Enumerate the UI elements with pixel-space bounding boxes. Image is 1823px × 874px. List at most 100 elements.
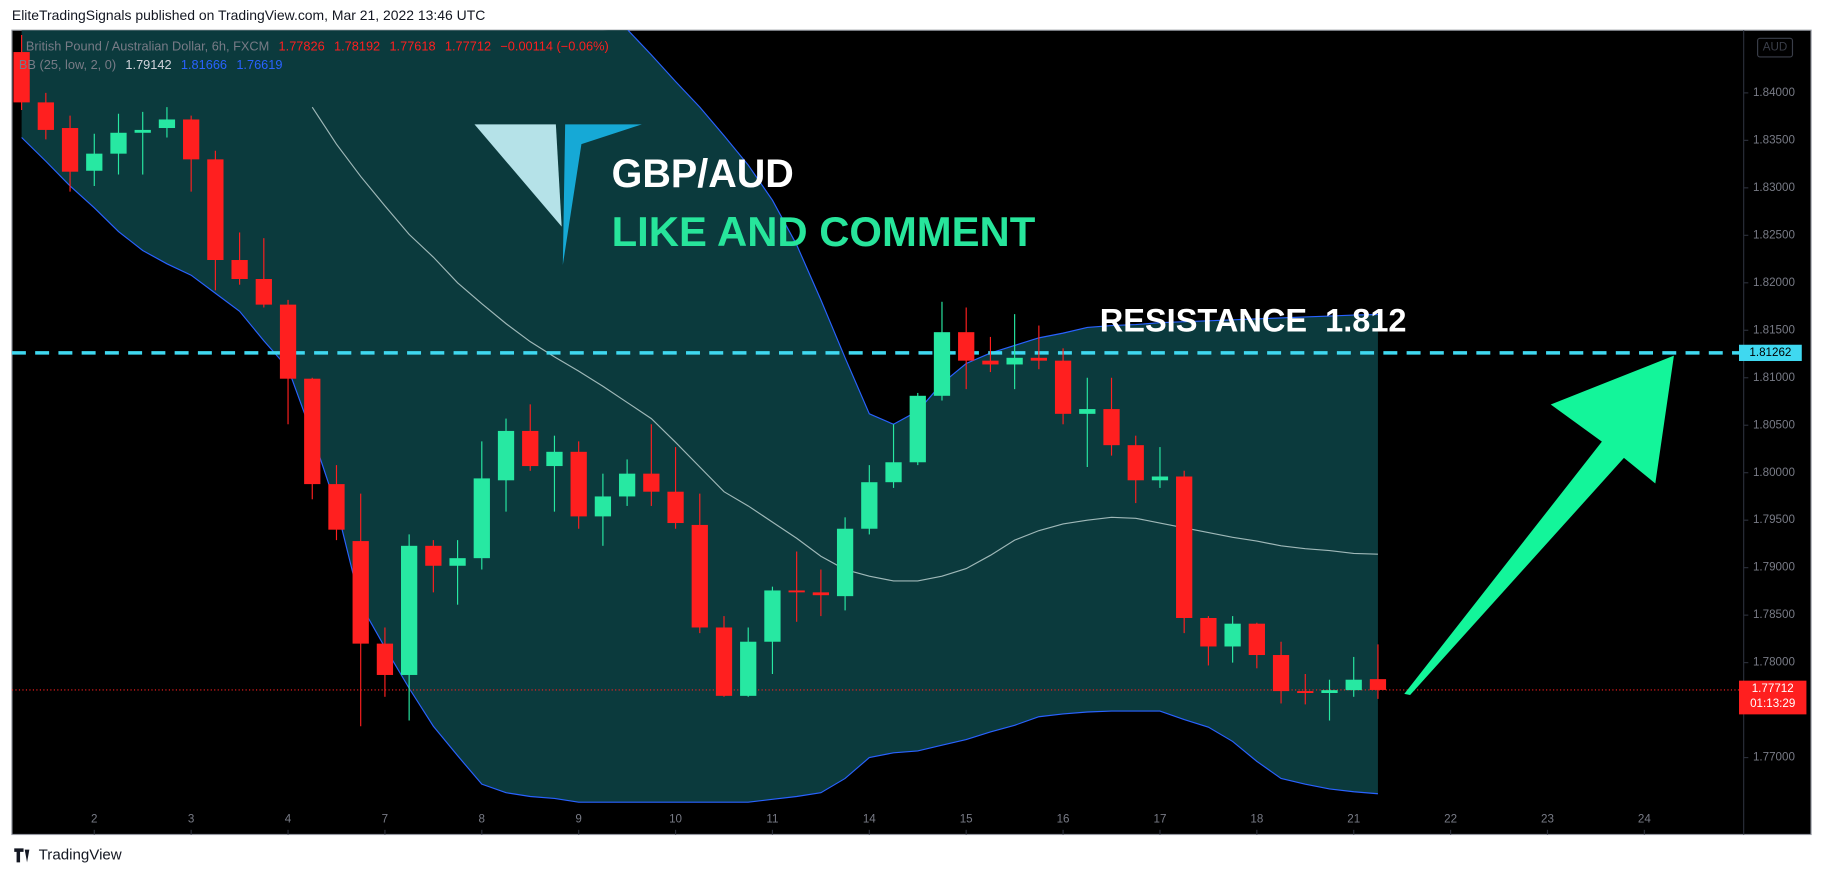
candle-body	[207, 159, 224, 261]
candle-body	[909, 395, 926, 463]
change: −0.00114 (−0.06%)	[500, 39, 608, 54]
resistance-axis-label: 1.81262	[1749, 346, 1791, 359]
legend-line: British Pound / Australian Dollar, 6h, F…	[26, 39, 609, 54]
candle-body	[1272, 655, 1290, 692]
x-tick-label: 14	[863, 812, 876, 825]
candle-body	[473, 478, 490, 559]
candle-body	[1248, 623, 1265, 656]
candle-body	[812, 592, 830, 596]
candle-body	[933, 332, 951, 396]
candle-body	[231, 260, 248, 279]
currency-box	[1757, 37, 1794, 58]
candle-body	[401, 545, 418, 675]
candle-body	[425, 545, 442, 566]
y-tick-label: 1.78500	[1753, 608, 1795, 621]
annotation-cta: LIKE AND COMMENT	[612, 208, 1036, 255]
candle-body	[594, 496, 612, 517]
candle-body	[1079, 409, 1096, 414]
candle-body	[522, 430, 539, 467]
band-fill	[21, 30, 1378, 803]
x-tick-label: 24	[1638, 812, 1651, 825]
x-tick-label: 2	[91, 812, 97, 825]
candle-body	[1321, 690, 1338, 694]
x-tick-label: 11	[766, 812, 778, 825]
plot-area	[11, 30, 1744, 803]
indicator: BB (25, low, 2, 0)	[19, 58, 116, 73]
resistance-annotation: RESISTANCE 1.812	[1100, 303, 1407, 339]
candle-body	[497, 430, 515, 481]
y-tick-label: 1.77000	[1753, 751, 1795, 764]
y-tick-label: 1.83000	[1753, 181, 1795, 194]
candle-body	[546, 451, 563, 467]
candle-body	[449, 558, 466, 566]
candle-body	[861, 482, 878, 529]
last-price-box	[1739, 680, 1807, 715]
candle-body	[570, 451, 587, 517]
currency: AUD	[1763, 41, 1788, 54]
x-tick-label: 15	[960, 812, 973, 825]
candle-body	[376, 643, 394, 675]
band-lower	[21, 137, 1378, 803]
annotation-title: GBP/AUD	[612, 152, 794, 196]
countdown: 01:13:29	[1750, 697, 1795, 710]
candle-body	[1176, 476, 1193, 618]
band-upper	[627, 30, 1378, 425]
candle-body	[715, 627, 733, 696]
y-tick-label: 1.78000	[1753, 656, 1795, 669]
candle-body	[328, 484, 345, 530]
lower-value: 1.76619	[236, 58, 282, 73]
y-tick-label: 1.81500	[1753, 323, 1795, 336]
candle-body	[691, 524, 708, 628]
candle-body	[279, 304, 297, 379]
upper-value: 1.81666	[181, 58, 227, 73]
y-tick-label: 1.83500	[1753, 133, 1795, 146]
symbol: British Pound / Australian Dollar, 6h, F…	[26, 39, 269, 54]
candle-body	[958, 332, 975, 361]
candle-body	[1127, 445, 1144, 481]
ohlc-open: 1.77826	[279, 39, 325, 54]
candle-body	[86, 153, 103, 171]
brand: TradingView	[39, 846, 122, 863]
candle-body	[788, 590, 805, 593]
ohlc-low: 1.77618	[389, 39, 435, 54]
candle-body	[740, 641, 757, 696]
candle-body	[1369, 679, 1387, 690]
candle-body	[1200, 617, 1217, 647]
arrow	[1404, 355, 1674, 696]
x-tick-label: 17	[1153, 812, 1166, 825]
ohlc-high: 1.78192	[334, 39, 380, 54]
ohlc-close: 1.77712	[445, 39, 491, 54]
y-tick-label: 1.79000	[1753, 561, 1795, 574]
y-tick-label: 1.84000	[1753, 86, 1795, 99]
brand-logo	[14, 848, 30, 863]
y-tick-label: 1.80500	[1753, 418, 1795, 431]
x-tick-label: 7	[382, 812, 388, 825]
y-tick-label: 1.81000	[1753, 371, 1795, 384]
x-tick-label: 21	[1347, 812, 1360, 825]
candle-body	[13, 52, 30, 103]
candle-body	[255, 278, 272, 305]
publisher-line: EliteTradingSignals published on Trading…	[12, 7, 485, 23]
y-tick-label: 1.82500	[1753, 228, 1795, 241]
candle-body	[37, 102, 54, 130]
candle-body	[836, 528, 854, 597]
candle-body	[618, 473, 636, 497]
candle-body	[352, 541, 369, 644]
candle-body	[1006, 357, 1023, 365]
candle-body	[885, 462, 902, 483]
x-tick-label: 22	[1444, 812, 1457, 825]
candle-body	[1345, 679, 1362, 691]
candle-body	[304, 378, 321, 485]
candle-body	[1030, 357, 1047, 361]
candle-body	[1103, 409, 1120, 446]
x-tick-label: 3	[188, 812, 194, 825]
x-tick-label: 18	[1250, 812, 1263, 825]
candle-body	[61, 128, 79, 172]
candle-body	[1224, 623, 1241, 647]
x-tick-label: 10	[669, 812, 682, 825]
candle-body	[667, 491, 684, 524]
resistance-axis-box	[1739, 344, 1802, 362]
x-tick-label: 16	[1057, 812, 1070, 825]
